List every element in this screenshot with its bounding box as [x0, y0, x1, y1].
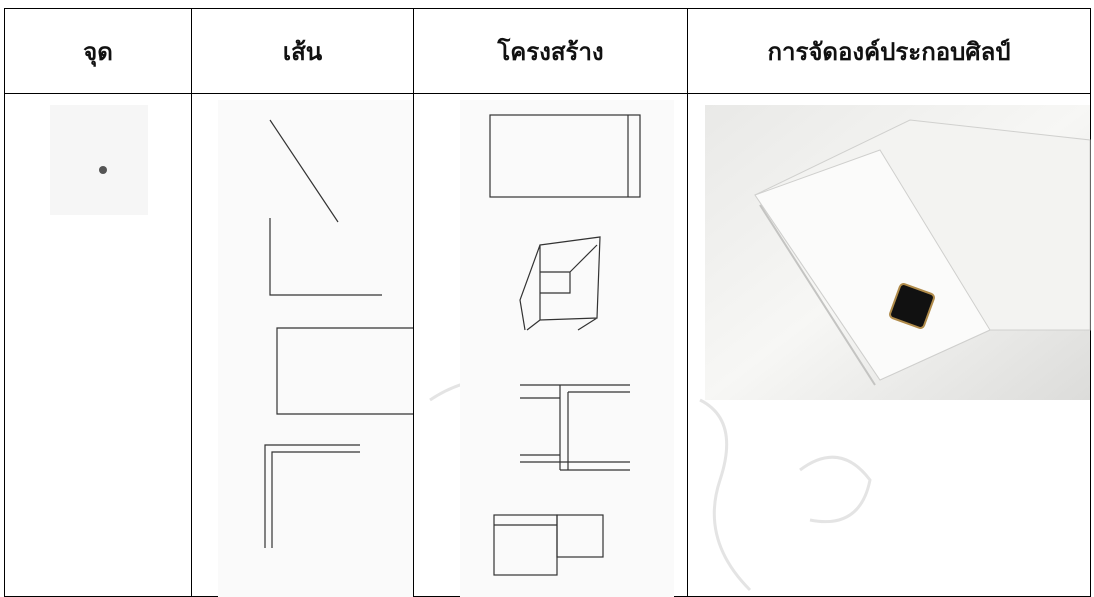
header-cell: จุด: [4, 8, 192, 94]
header-cell: โครงสร้าง: [413, 8, 688, 94]
line-sketches: [218, 100, 413, 597]
cufflink-photo: [705, 105, 1091, 400]
cell: [4, 93, 192, 597]
structure-sketches: [460, 100, 674, 597]
dot-sketch: [50, 105, 148, 215]
header-cell: เส้น: [191, 8, 414, 94]
